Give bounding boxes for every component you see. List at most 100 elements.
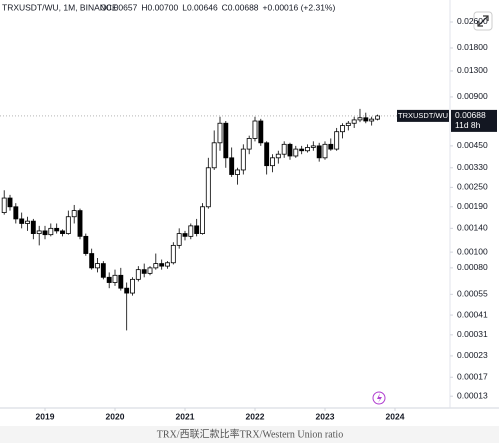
candle-body [124,287,130,294]
candle-body [229,157,235,175]
candle-body [375,115,380,120]
ohlc-value: C0.00688 [222,2,259,12]
candle-body [65,216,71,234]
candle-body [281,143,287,155]
candle-body [147,267,153,274]
candle-body [188,225,194,237]
candle-body [363,117,369,122]
caption-band [0,426,499,443]
candle-body [200,206,205,234]
candle-body [310,145,316,148]
x-tick-label: 2024 [386,411,405,421]
candle-body [205,167,211,208]
price-tag-box [451,109,497,132]
candle-body [357,117,363,121]
candle-body [293,148,299,157]
candle-body [106,276,112,283]
y-tick-label: 0.00080 [457,262,488,272]
y-tick-label: 0.00017 [457,372,488,382]
y-tick-label: 0.00140 [457,223,488,233]
candle-body [19,218,25,224]
candle-body [7,197,13,208]
expand-icon[interactable] [473,11,493,31]
y-tick-label: 0.00250 [457,182,488,192]
candle-body [83,235,89,254]
candle-body [36,230,42,234]
expand-glyph [477,15,489,27]
candle-body [316,145,322,159]
candle-body [30,220,36,234]
ohlc-value: +0.00016 (+2.31%) [263,2,336,12]
ohlc-value: O0.00657 [100,2,138,12]
candle-body [135,269,141,280]
candle-body [351,119,357,124]
candle-body [223,122,229,159]
ohlc-value: H0.00700 [141,2,178,12]
caption: TRX/西联汇款比率TRX/Western Union ratio [157,427,343,440]
y-tick-label: 0.02600 [457,16,488,26]
countdown: 11d 8h [455,120,481,130]
ohlc-legend: O0.00657 H0.00700 L0.00646 C0.00688 +0.00016… [100,2,335,12]
candle-body [112,274,118,283]
x-tick-label: 2021 [176,411,195,421]
candle-body [48,227,54,236]
lightning-icon[interactable] [372,391,386,405]
candle-body [13,206,19,220]
y-tick-label: 0.00041 [457,309,488,319]
y-tick-label: 0.00100 [457,246,488,256]
candle-body [170,244,176,264]
y-tick-label: 0.00023 [457,350,488,360]
candle-body [42,230,48,236]
candle-body [141,269,147,274]
candle-body [153,263,159,269]
lightning-glyph [377,393,382,403]
price-tag: 0.00688 [455,110,486,120]
y-tick-label: 0.00450 [457,140,488,150]
candle-body [246,138,252,150]
candle-body [369,118,375,122]
candle-body [95,263,100,269]
x-tick-label: 2023 [316,411,335,421]
y-tick-label: 0.00190 [457,201,488,211]
candle-body [252,120,258,139]
y-tick-label: 0.00031 [457,329,488,339]
candle-body [77,210,83,237]
candle-body [194,225,200,234]
candle-body [299,148,305,152]
candle-body [235,169,240,175]
y-tick-label: 0.00013 [457,390,488,400]
candle-body [345,122,351,126]
y-tick-label: 0.00055 [457,289,488,299]
candle-body [71,210,77,218]
candle-body [240,148,246,171]
y-tick-label: 0.01800 [457,42,488,52]
candle-body [334,131,340,150]
candle-body [182,233,188,237]
x-tick-label: 2022 [246,411,265,421]
candle-body [1,197,7,213]
x-tick-label: 2019 [36,411,55,421]
y-tick-label: 0.01300 [457,65,488,75]
candle-body [328,143,334,150]
chart-title: TRXUSDT/WU, 1M, BINANCE [2,2,118,12]
candle-body [25,220,30,224]
y-tick-label: 0.00900 [457,91,488,101]
candle-body [217,122,223,144]
candle-body [275,153,281,159]
candle-body [264,142,270,167]
candle-body [54,227,60,232]
candle-body [305,147,310,152]
candle-body [287,143,293,157]
x-tick-label: 2020 [106,411,125,421]
symbol-tag-box [397,109,449,122]
candle-body [118,274,124,289]
ohlc-value: L0.00646 [182,2,218,12]
candle-body [176,233,182,246]
candle-body [130,278,135,294]
candle-body [165,262,170,267]
candle-body [340,125,345,133]
candle-body [270,157,275,167]
y-tick-label: 0.00330 [457,162,488,172]
